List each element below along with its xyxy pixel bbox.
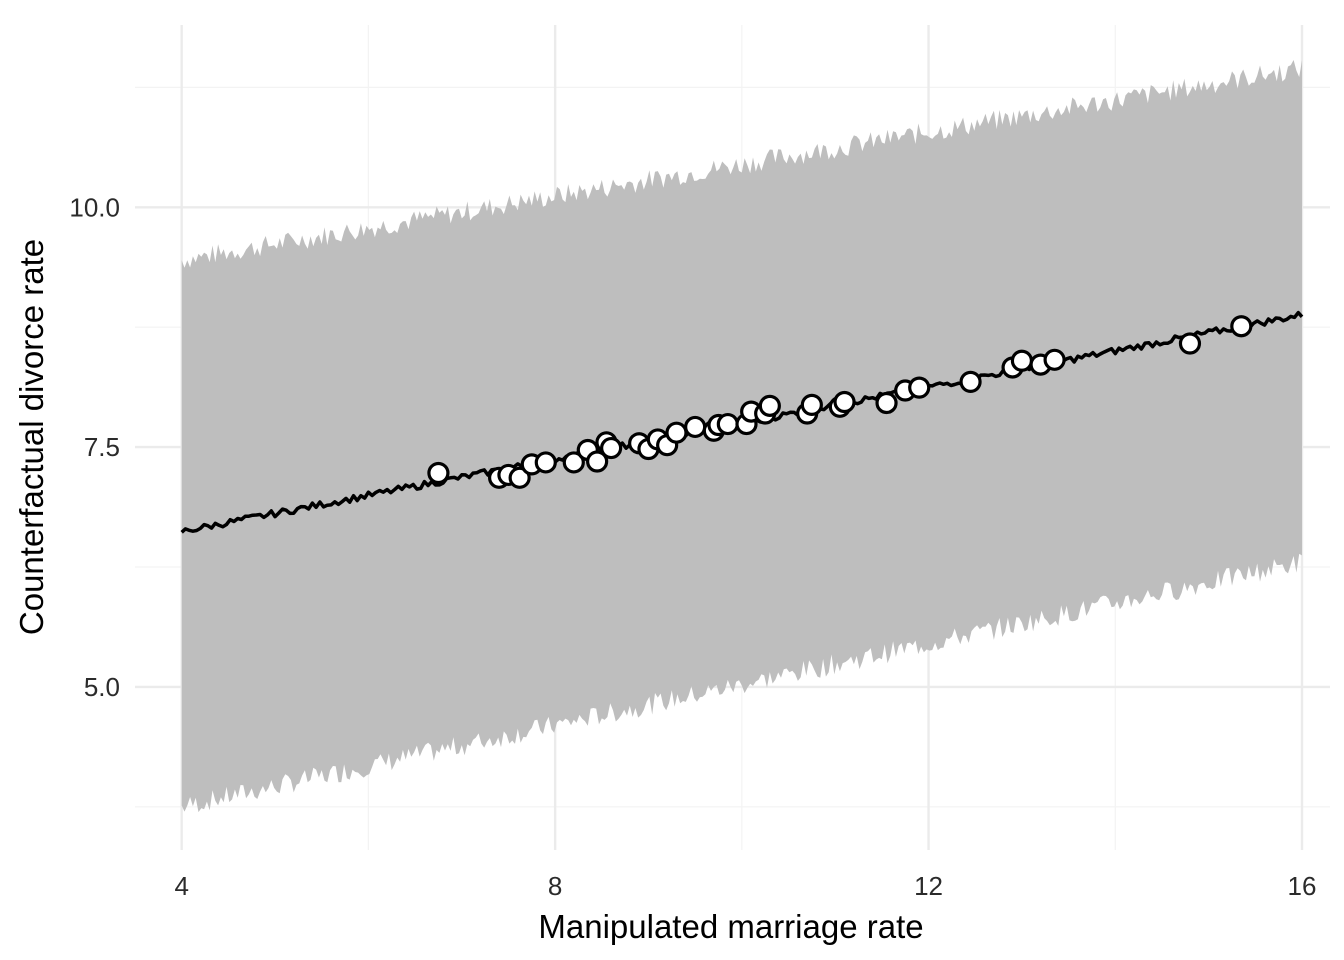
data-point <box>875 391 898 415</box>
data-point <box>684 415 707 439</box>
interval-band <box>181 60 1303 813</box>
data-point <box>1230 315 1253 338</box>
y-axis-title: Counterfactual divorce rate <box>13 239 50 635</box>
x-axis-ticks: 4 8 12 16 <box>174 871 1316 901</box>
x-tick-label: 16 <box>1288 871 1317 901</box>
data-point <box>586 450 609 473</box>
y-tick-label: 7.5 <box>84 432 120 462</box>
x-tick-label: 12 <box>914 871 943 901</box>
data-point <box>1043 348 1066 371</box>
data-point <box>758 394 781 417</box>
data-point <box>534 451 557 474</box>
plot-panel <box>135 25 1330 850</box>
data-point <box>665 421 688 444</box>
y-tick-label: 5.0 <box>84 672 120 702</box>
points-layer <box>427 315 1253 489</box>
data-point <box>508 466 531 489</box>
interval-area <box>181 60 1303 813</box>
data-point <box>800 393 823 416</box>
data-point <box>1010 349 1034 372</box>
y-tick-label: 10.0 <box>69 192 120 222</box>
x-axis-title: Manipulated marriage rate <box>538 908 923 945</box>
data-point <box>600 436 623 460</box>
data-point <box>959 370 982 393</box>
y-axis-ticks: 5.0 7.5 10.0 <box>69 192 120 702</box>
x-tick-label: 8 <box>548 871 562 901</box>
x-tick-label: 4 <box>174 871 188 901</box>
data-point <box>908 376 931 399</box>
data-point <box>833 390 856 414</box>
data-point <box>1178 332 1202 355</box>
data-point <box>427 461 450 485</box>
data-point <box>562 451 585 474</box>
data-point <box>716 412 739 436</box>
